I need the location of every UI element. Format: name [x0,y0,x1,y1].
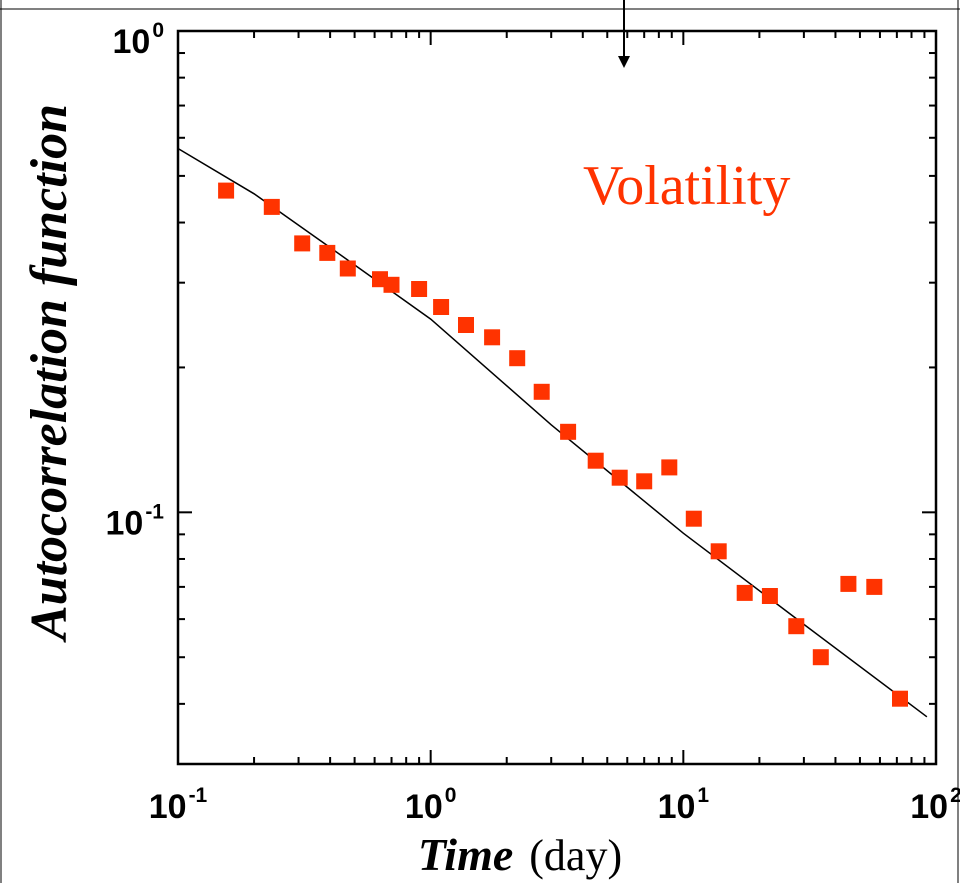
data-point [736,584,753,601]
data-point [587,452,604,469]
data-point [812,649,829,666]
data-point [458,317,474,333]
x-tick-label: 100 [405,784,457,826]
data-point [661,459,678,476]
data-point [319,244,336,261]
y-tick-label-base: 10 [105,504,143,542]
x-tick-label-base: 10 [658,788,696,826]
data-point [761,588,778,604]
data-point [636,473,653,490]
data-point [263,198,280,215]
data-point [433,299,450,315]
data-point [218,182,235,199]
data-point [533,383,550,400]
x-tick-label: 102 [910,784,960,826]
data-point [788,618,805,635]
annotation-volatility: Volatility [583,155,790,217]
pointer-arrow-head [618,56,630,68]
data-points-group [218,182,908,707]
data-point [866,578,883,595]
x-axis-label-unit: (day) [529,831,622,880]
y-tick-label: 10-1 [105,500,164,542]
data-point [484,329,501,346]
data-point [611,469,628,486]
y-axis-label: Autocorrelation function [21,104,78,643]
data-point [294,235,311,252]
x-tick-label-exponent: -1 [189,784,208,807]
data-point [840,575,857,592]
data-point [339,260,356,277]
data-point [685,510,702,527]
y-tick-label-exponent: 0 [152,19,164,42]
data-point [892,690,908,707]
x-tick-label-exponent: 2 [950,784,960,807]
data-point [411,281,428,297]
x-tick-label: 101 [658,784,710,826]
y-tick-label-exponent: -1 [145,500,164,523]
y-tick-label-base: 10 [112,23,150,61]
axis-ticks [177,30,937,765]
data-point [509,350,526,367]
x-tick-label: 10-1 [149,784,208,826]
fit-line [177,147,928,718]
data-point [383,276,400,293]
plot-box [176,29,938,766]
x-tick-label-exponent: 0 [445,784,457,807]
fit-line-group [177,147,928,718]
x-tick-label-exponent: 1 [697,784,709,807]
x-axis-label-main: Time [418,829,513,880]
x-tick-label-base: 10 [910,788,948,826]
data-point [560,423,577,440]
x-tick-label-base: 10 [149,788,187,826]
data-point [710,543,727,560]
y-tick-label: 100 [112,19,164,61]
x-tick-label-base: 10 [405,788,443,826]
x-axis-label: Time (day) [418,829,622,880]
